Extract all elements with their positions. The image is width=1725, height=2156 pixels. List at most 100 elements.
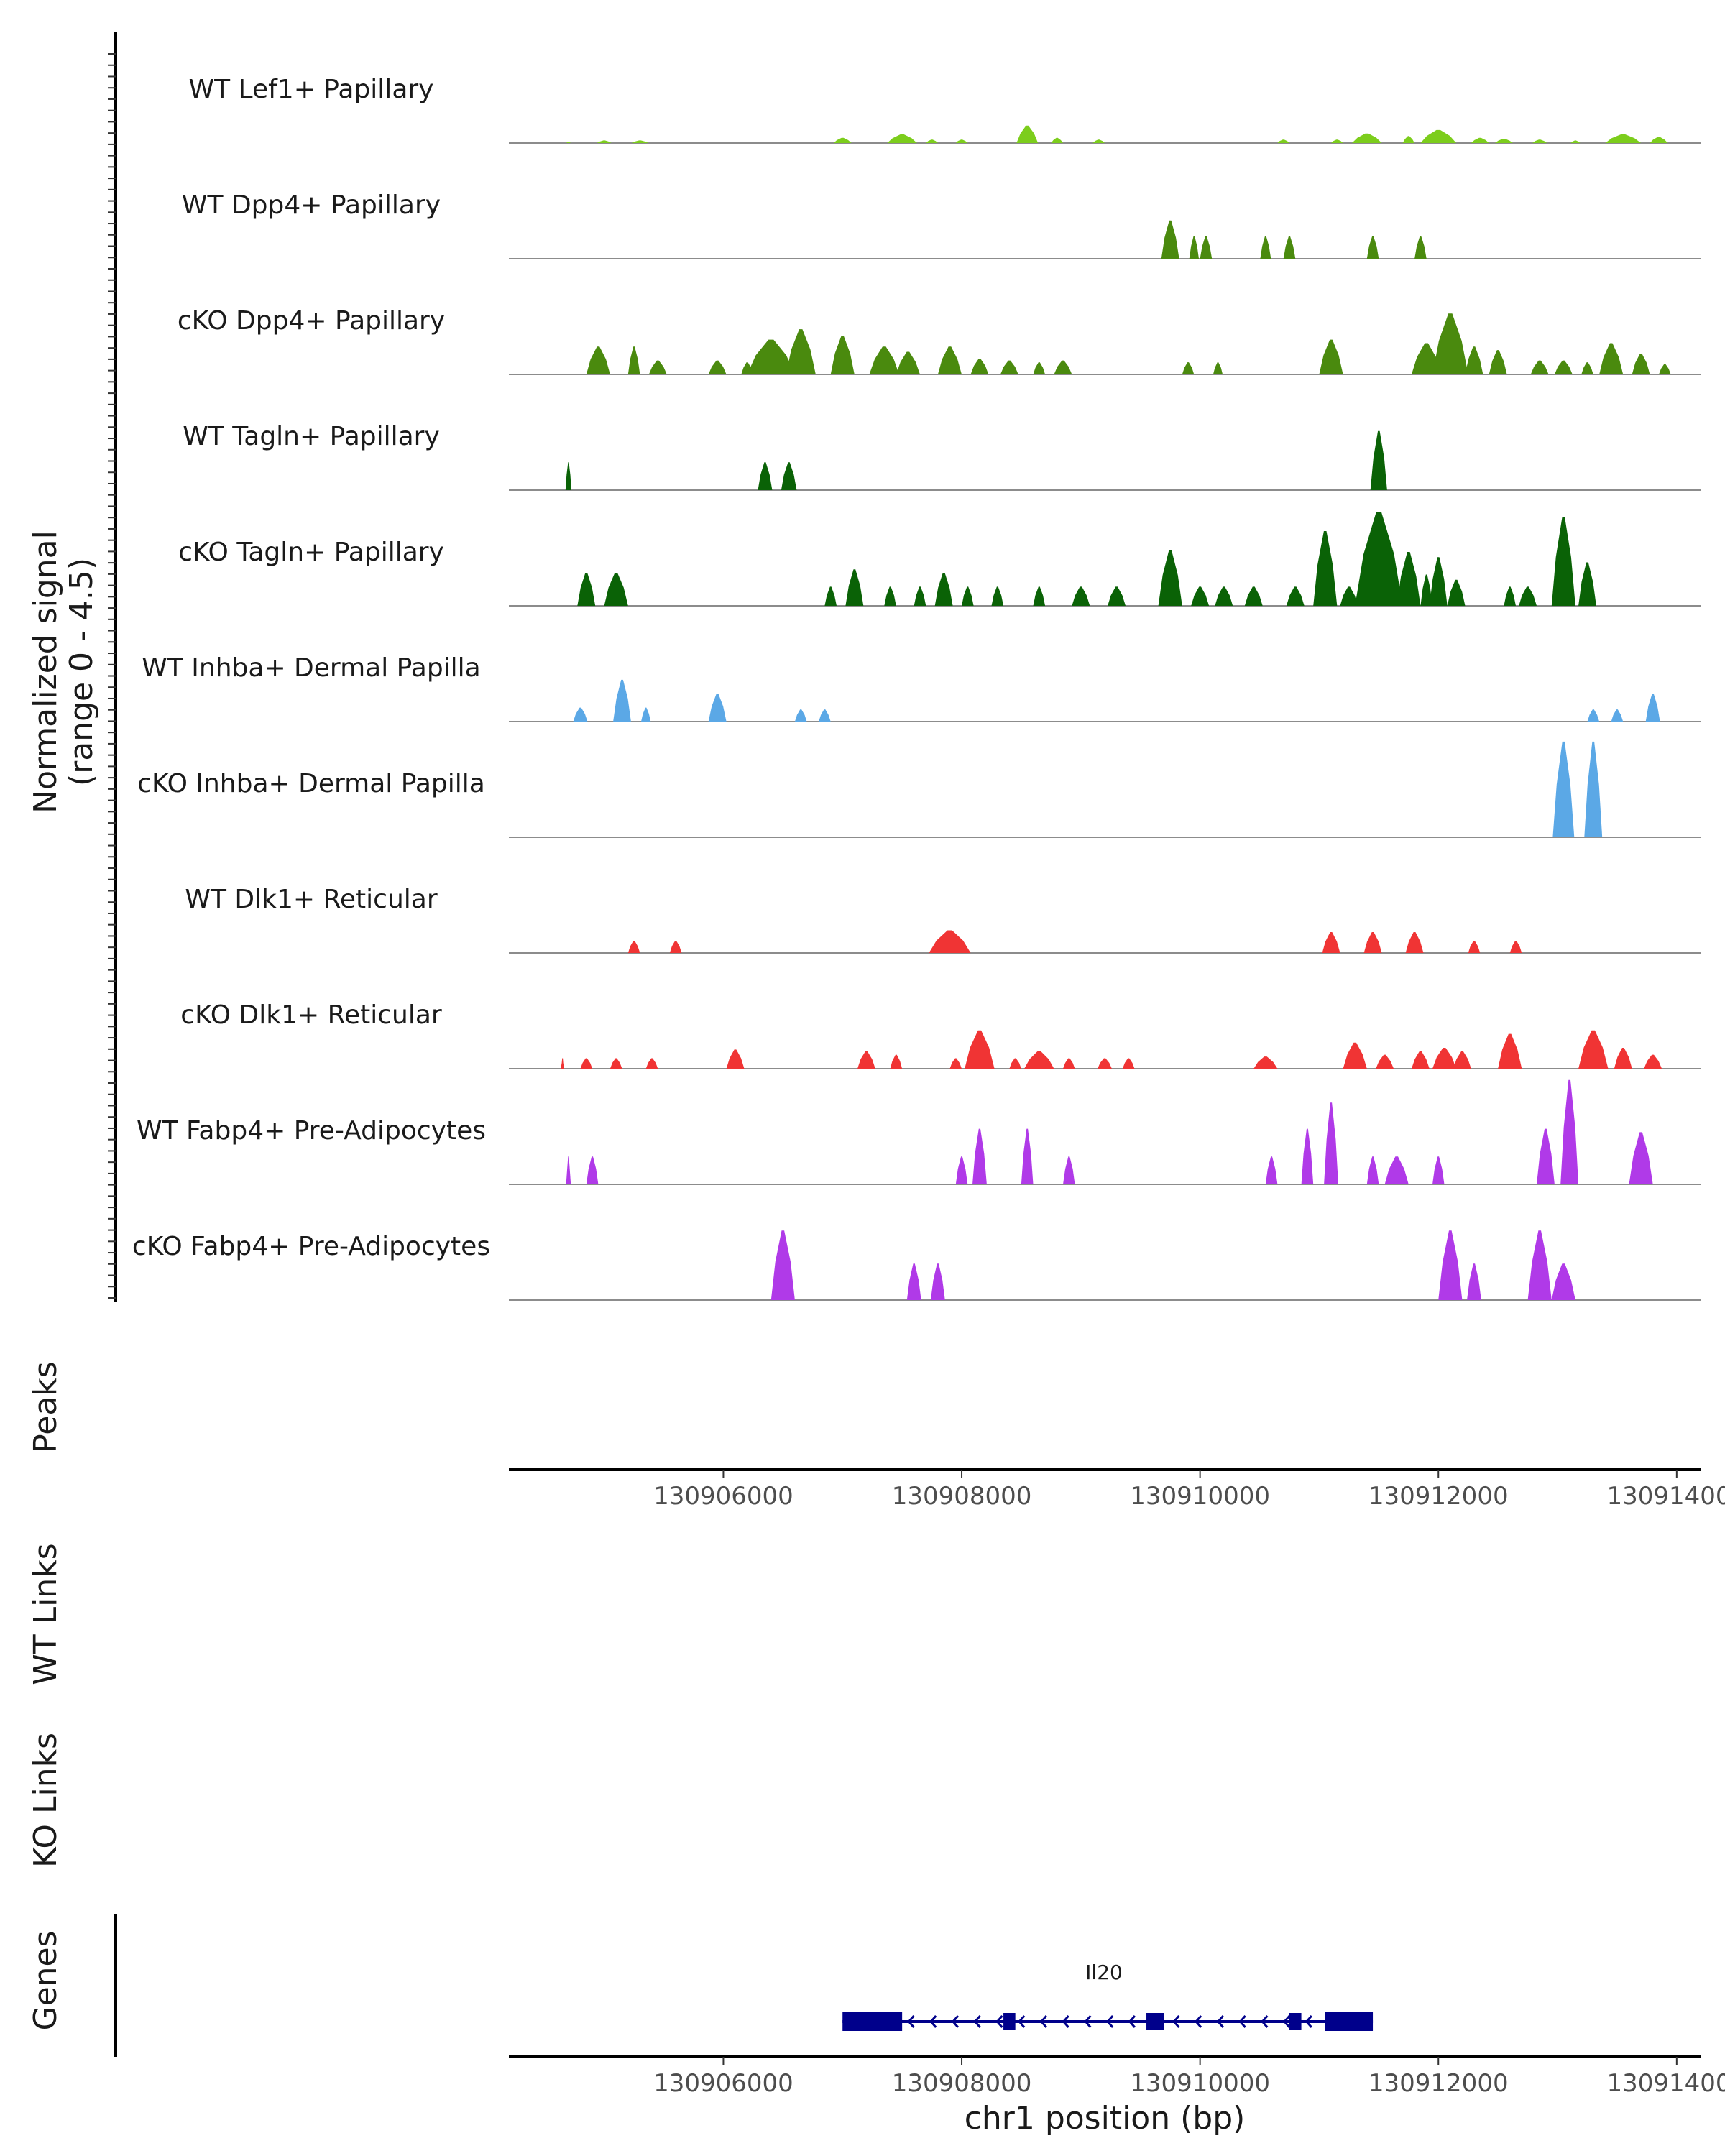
coverage-peak-wt-lef1-papillary-0 (566, 142, 571, 143)
coverage-peak-cko-dpp4-papillary-13 (1033, 362, 1046, 374)
coverage-peak-cko-fabp4-pre-adipocytes-5 (1527, 1230, 1552, 1300)
coverage-peak-cko-tagln-papillary-27 (1578, 562, 1596, 606)
coverage-peak-wt-inhba-dermal-papilla-0 (573, 707, 588, 722)
coverage-peak-cko-tagln-papillary-22 (1429, 557, 1448, 606)
coverage-peak-wt-lef1-papillary-12 (1352, 133, 1382, 143)
coverage-peak-cko-dpp4-papillary-8 (869, 346, 899, 374)
coverage-peak-cko-dpp4-papillary-7 (830, 336, 855, 374)
gene-strand-arrow (995, 2015, 1003, 2028)
coverage-peak-wt-fabp4-pre-adipocytes-14 (1629, 1132, 1653, 1184)
coverage-peak-cko-dlk1-reticular-17 (1411, 1051, 1430, 1069)
coverage-peak-wt-fabp4-pre-adipocytes-3 (972, 1128, 987, 1184)
gene-strand-arrow (973, 2015, 981, 2028)
coverage-peak-cko-dlk1-reticular-0 (561, 1058, 565, 1069)
coverage-peak-cko-tagln-papillary-8 (991, 586, 1004, 606)
coverage-peak-cko-dlk1-reticular-10 (1024, 1051, 1054, 1069)
track-label-wt-tagln-papillary: WT Tagln+ Papillary (183, 422, 440, 451)
coverage-peak-wt-lef1-papillary-15 (1471, 137, 1489, 143)
track-labels: WT Lef1+ Papillary WT Dpp4+ Papillary cKO … (132, 75, 490, 1261)
gene-strand-arrow (1039, 2015, 1048, 2028)
coverage-peak-wt-dpp4-papillary-3 (1260, 236, 1271, 259)
genes-x-axis-tick-label: 130906000 (653, 2069, 794, 2098)
coverage-peak-cko-dlk1-reticular-6 (890, 1054, 903, 1069)
coverage-peak-cko-dlk1-reticular-4 (726, 1049, 745, 1069)
coverage-peak-cko-dpp4-papillary-5 (747, 339, 795, 374)
coverage-peak-cko-tagln-papillary-9 (1033, 586, 1046, 606)
genes-x-axis: 130906000 130908000 130910000 130912000 1309… (653, 2057, 1725, 2098)
coverage-peak-wt-lef1-papillary-7 (1016, 125, 1039, 143)
coverage-peak-cko-dlk1-reticular-23 (1644, 1054, 1662, 1069)
coverage-peak-cko-dlk1-reticular-16 (1376, 1054, 1394, 1069)
coverage-peak-wt-dlk1-reticular-1 (669, 941, 682, 953)
signal-y-axis (108, 32, 117, 1302)
coverage-peak-cko-tagln-papillary-18 (1340, 586, 1358, 606)
coverage-peak-cko-fabp4-pre-adipocytes-6 (1551, 1263, 1576, 1300)
coverage-peak-cko-tagln-papillary-13 (1191, 586, 1210, 606)
gene-strand-arrow (1128, 2015, 1136, 2028)
coverage-peak-wt-fabp4-pre-adipocytes-8 (1324, 1102, 1338, 1184)
coverage-peak-wt-dlk1-reticular-3 (1322, 932, 1340, 953)
gene-strand-arrow (907, 2015, 915, 2028)
coverage-peak-cko-dpp4-papillary-21 (1489, 350, 1507, 374)
gene-strand-arrow (1305, 2015, 1312, 2028)
track-label-cko-tagln-papillary: cKO Tagln+ Papillary (178, 538, 444, 567)
coverage-peak-cko-tagln-papillary-19 (1355, 512, 1403, 606)
genes-x-axis-tick-label: 130910000 (1130, 2069, 1270, 2098)
peaks-x-axis-tick-label: 130914000 (1606, 1482, 1725, 1511)
coverage-peak-cko-dlk1-reticular-20 (1498, 1033, 1522, 1069)
coverage-peak-wt-dlk1-reticular-2 (929, 930, 971, 953)
coverage-peak-wt-lef1-papillary-13 (1402, 136, 1415, 143)
track-label-wt-lef1-papillary: WT Lef1+ Papillary (189, 75, 434, 104)
coverage-peak-cko-tagln-papillary-1 (604, 573, 628, 606)
gene-strand-arrow (1261, 2015, 1269, 2028)
coverage-peak-wt-lef1-papillary-4 (887, 134, 917, 143)
coverage-peak-wt-dlk1-reticular-4 (1363, 932, 1382, 953)
wt-links-panel-label: WT Links (27, 1543, 64, 1685)
track-label-cko-fabp4-pre-adipocytes: cKO Fabp4+ Pre-Adipocytes (132, 1232, 490, 1261)
gene-strand-arrow (1106, 2015, 1114, 2028)
coverage-peak-cko-dpp4-papillary-1 (627, 346, 640, 374)
coverage-peak-cko-dlk1-reticular-8 (965, 1030, 995, 1069)
coverage-peak-cko-tagln-papillary-16 (1286, 586, 1305, 606)
coverage-peak-wt-fabp4-pre-adipocytes-1 (586, 1156, 599, 1184)
coverage-peak-wt-inhba-dermal-papilla-6 (1587, 709, 1600, 722)
coverage-peak-wt-dpp4-papillary-5 (1366, 236, 1379, 259)
coverage-peak-cko-tagln-papillary-25 (1519, 586, 1537, 606)
coverage-peak-cko-tagln-papillary-12 (1158, 550, 1182, 606)
coverage-peak-cko-tagln-papillary-26 (1551, 517, 1576, 606)
coverage-peak-cko-tagln-papillary-0 (577, 573, 596, 606)
coverage-peak-cko-dpp4-papillary-12 (1000, 360, 1018, 374)
coverage-peak-cko-dpp4-papillary-11 (970, 359, 989, 374)
coverage-peak-cko-tagln-papillary-4 (884, 586, 896, 606)
coverage-peak-cko-dlk1-reticular-11 (1063, 1058, 1075, 1069)
gene-exon (1146, 2013, 1164, 2030)
coverage-peak-wt-inhba-dermal-papilla-1 (613, 679, 631, 722)
track-label-wt-dpp4-papillary: WT Dpp4+ Papillary (182, 190, 441, 220)
coverage-peak-cko-tagln-papillary-10 (1072, 586, 1090, 606)
genes-panel-label: Genes (27, 1930, 64, 2030)
coverage-peak-cko-fabp4-pre-adipocytes-0 (770, 1230, 795, 1300)
coverage-peak-wt-fabp4-pre-adipocytes-11 (1432, 1156, 1445, 1184)
gene-name-label: Il20 (1085, 1961, 1123, 1984)
coverage-peak-cko-tagln-papillary-21 (1420, 574, 1432, 606)
coverage-peak-wt-lef1-papillary-20 (1650, 137, 1668, 143)
peaks-x-axis-tick-label: 130908000 (892, 1482, 1032, 1511)
coverage-peak-cko-tagln-papillary-23 (1447, 579, 1466, 606)
coverage-peak-wt-fabp4-pre-adipocytes-5 (1063, 1156, 1075, 1184)
coverage-peak-cko-inhba-dermal-papilla-1 (1584, 741, 1603, 837)
coverage-peak-cko-dpp4-papillary-16 (1213, 362, 1223, 374)
coverage-peak-cko-dpp4-papillary-20 (1465, 346, 1484, 374)
coverage-peak-wt-fabp4-pre-adipocytes-2 (955, 1156, 968, 1184)
coverage-peak-wt-lef1-papillary-2 (631, 140, 648, 143)
coverage-peak-wt-lef1-papillary-14 (1420, 129, 1457, 143)
y-axis-subtitle: (range 0 - 4.5) (63, 558, 100, 786)
coverage-peak-wt-inhba-dermal-papilla-3 (708, 694, 727, 722)
gene-exon (1289, 2013, 1302, 2030)
genes-x-axis-tick-label: 130908000 (892, 2069, 1032, 2098)
gene-strand-arrow (1216, 2015, 1224, 2028)
coverage-peak-cko-dpp4-papillary-2 (648, 360, 667, 374)
coverage-peak-wt-dpp4-papillary-2 (1200, 236, 1213, 259)
coverage-peak-cko-dpp4-papillary-19 (1432, 313, 1468, 374)
peaks-panel-label: Peaks (27, 1361, 64, 1452)
